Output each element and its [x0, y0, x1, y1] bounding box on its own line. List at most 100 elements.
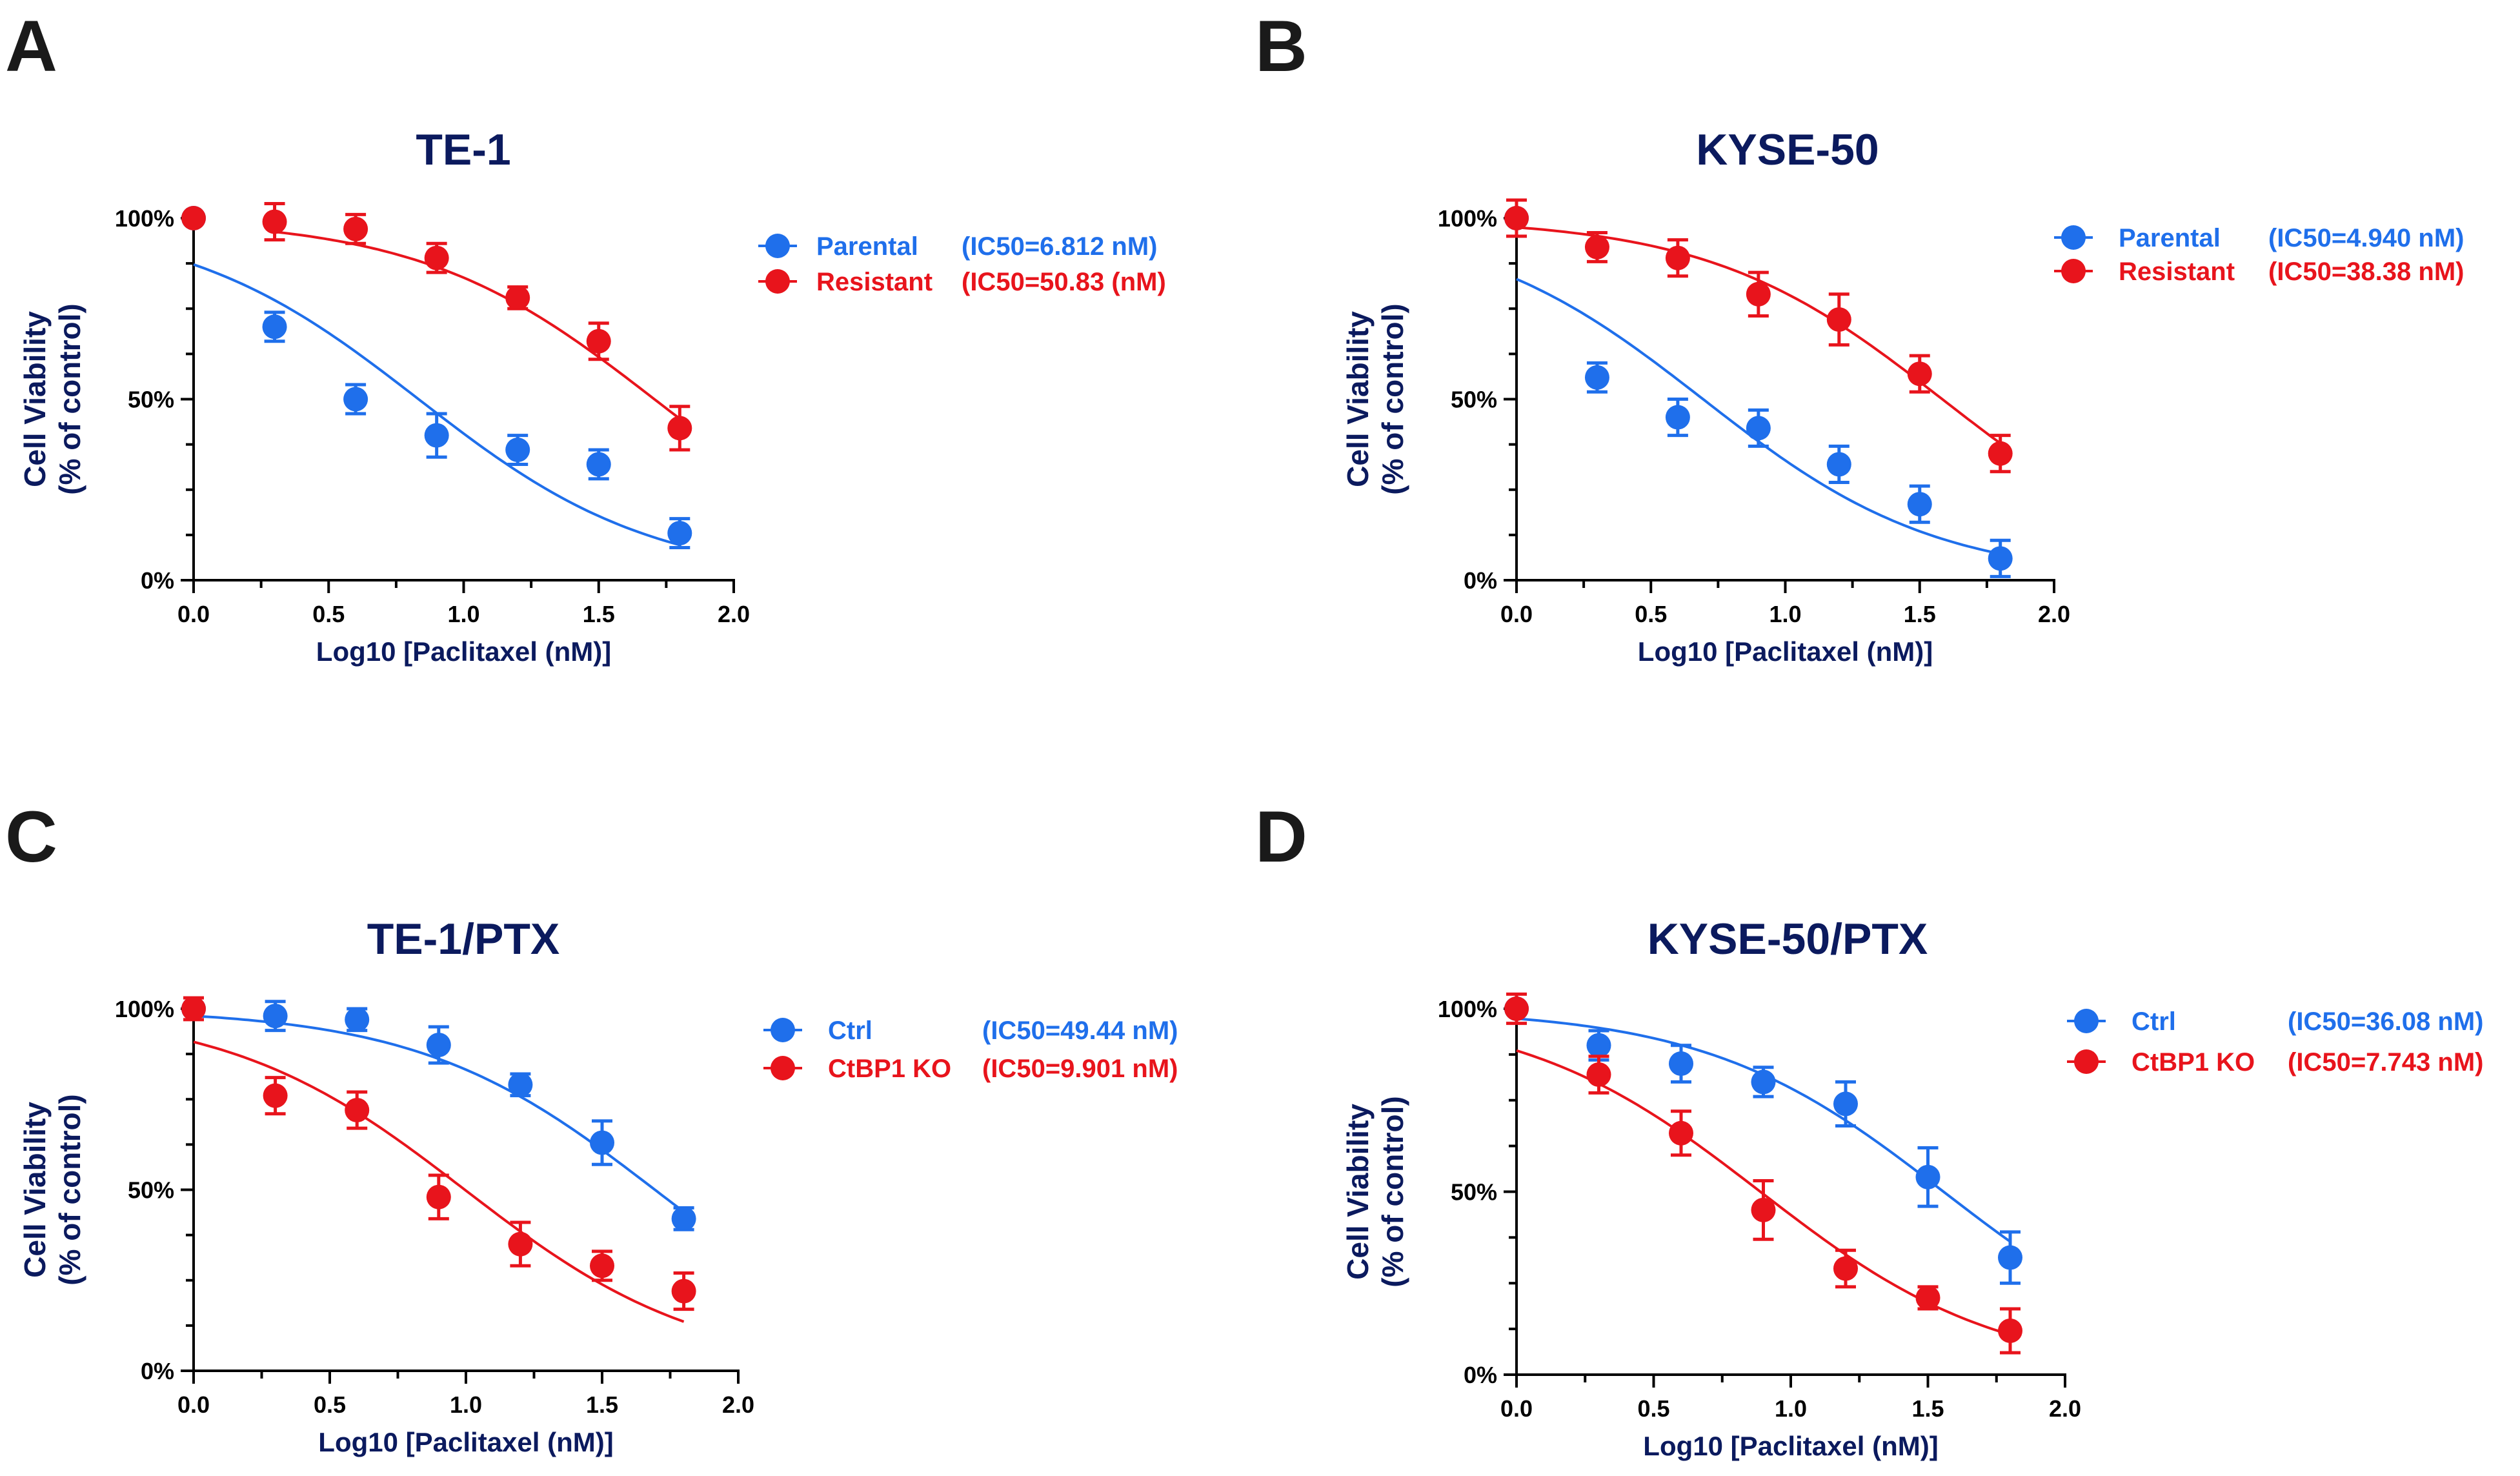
data-point	[424, 423, 449, 448]
legend-series-name: Parental	[816, 232, 918, 261]
chart-title: TE-1/PTX	[367, 915, 560, 964]
fit-curve	[193, 263, 680, 547]
data-point	[671, 1206, 696, 1231]
y-tick-label: 50%	[128, 1177, 174, 1204]
legend-ic50-label: (IC50=49.44 nM)	[982, 1016, 1178, 1045]
data-point	[505, 285, 530, 310]
legend-series-name: Parental	[2119, 224, 2221, 252]
y-tick-label: 0%	[1464, 567, 1497, 594]
data-point	[667, 416, 692, 441]
data-point	[1584, 234, 1609, 259]
data-point	[1907, 361, 1932, 387]
data-point	[508, 1231, 533, 1257]
data-point	[1833, 1091, 1858, 1117]
chart-title: KYSE-50	[1696, 125, 1879, 174]
data-point	[1988, 441, 2013, 466]
legend-entry: Ctrl (IC50=36.08 nM)	[2067, 1007, 2483, 1036]
y-axis-label-line2: (% of control)	[1376, 303, 1409, 494]
x-tick-label: 2.0	[718, 601, 750, 627]
y-tick-label: 100%	[115, 205, 174, 232]
y-tick-label: 0%	[1464, 1362, 1497, 1388]
data-point	[181, 206, 206, 230]
x-tick-label: 0.5	[312, 601, 345, 627]
legend-ic50-label: (IC50=50.83 (nM)	[962, 268, 1166, 296]
y-axis-label: Cell Viability(% of control)	[18, 303, 86, 494]
panel-label: D	[1255, 796, 1307, 877]
data-point	[1669, 1120, 1693, 1146]
data-point	[1998, 1245, 2022, 1270]
x-tick-label: 1.0	[1769, 601, 1801, 627]
y-axis-label-line1: Cell Viability	[1341, 311, 1375, 487]
data-point	[343, 216, 368, 241]
chart-title: TE-1	[416, 125, 510, 174]
data-point	[586, 452, 611, 477]
legend-marker	[2061, 259, 2086, 283]
x-tick-label: 1.5	[1911, 1395, 1944, 1422]
legend-series-name: Resistant	[816, 268, 932, 296]
x-axis-label: Log10 [Paclitaxel (nM)]	[1643, 1431, 1938, 1461]
series-ctbp1-ko	[181, 996, 696, 1323]
data-point	[1751, 1197, 1776, 1222]
data-point	[1907, 492, 1932, 517]
data-point	[586, 329, 611, 354]
data-point	[1586, 1062, 1611, 1087]
chart-title: KYSE-50/PTX	[1648, 915, 1928, 964]
data-point	[1504, 996, 1529, 1021]
data-point	[345, 1007, 370, 1032]
legend-entry: Resistant (IC50=50.83 (nM)	[758, 268, 1166, 296]
data-point	[1584, 365, 1609, 390]
x-tick-label: 1.5	[583, 601, 615, 627]
data-point	[1504, 206, 1529, 230]
x-tick-label: 0.5	[1637, 1395, 1669, 1422]
legend-marker	[765, 269, 790, 294]
x-tick-label: 1.0	[447, 601, 479, 627]
y-axis-label-line1: Cell Viability	[1341, 1104, 1375, 1280]
x-tick-label: 0.0	[177, 1391, 210, 1418]
legend-marker	[771, 1056, 795, 1080]
y-tick-label: 0%	[141, 567, 174, 594]
data-point	[263, 1004, 288, 1029]
data-point	[1751, 1069, 1776, 1095]
x-axis-label: Log10 [Paclitaxel (nM)]	[316, 636, 611, 667]
legend-marker	[771, 1018, 795, 1042]
data-point	[590, 1253, 614, 1279]
y-axis-label-line2: (% of control)	[53, 1094, 86, 1285]
legend-entry: CtBP1 KO (IC50=9.901 nM)	[763, 1055, 1178, 1083]
x-tick-label: 1.0	[1775, 1395, 1807, 1422]
legend-ic50-label: (IC50=4.940 nM)	[2268, 224, 2464, 252]
data-point	[1665, 245, 1690, 270]
data-point	[1669, 1051, 1693, 1077]
y-axis-label-line2: (% of control)	[1376, 1096, 1409, 1287]
data-point	[1915, 1164, 1940, 1189]
data-point	[1746, 416, 1771, 441]
legend-marker	[765, 234, 790, 258]
fit-curve	[193, 1040, 685, 1323]
x-tick-label: 0.0	[1500, 1395, 1533, 1422]
legend-ic50-label: (IC50=9.901 nM)	[982, 1055, 1178, 1083]
y-tick-label: 100%	[1438, 205, 1497, 232]
data-point	[262, 314, 287, 339]
y-tick-label: 100%	[1438, 996, 1497, 1022]
series-parental	[1504, 206, 2013, 578]
legend-marker	[2074, 1049, 2099, 1074]
fit-curve	[274, 230, 681, 420]
legend-series-name: CtBP1 KO	[2132, 1048, 2255, 1077]
y-axis-label-line2: (% of control)	[53, 303, 86, 494]
data-point	[1826, 452, 1851, 477]
legend-entry: Parental (IC50=6.812 nM)	[758, 232, 1157, 261]
chart-panel-b: B KYSE-50 0% 50% 100% 0.0 0.5 1.0 1.5 2.0 Log10 [P…	[1255, 6, 2464, 667]
legend-ic50-label: (IC50=36.08 nM)	[2288, 1007, 2483, 1036]
x-tick-label: 1.0	[450, 1391, 482, 1418]
x-tick-label: 1.5	[1904, 601, 1936, 627]
data-point	[508, 1072, 533, 1097]
legend-ic50-label: (IC50=38.38 nM)	[2268, 258, 2464, 286]
series-ctbp1-ko	[1504, 992, 2022, 1355]
data-point	[1586, 1033, 1611, 1058]
y-axis-label: Cell Viability(% of control)	[1341, 303, 1409, 494]
chart-panel-a: A TE-1 0% 50% 100% 0.0 0.5 1.0 1.5 2.0 Log10 [Pacl…	[5, 6, 1166, 667]
x-tick-label: 2.0	[2038, 601, 2070, 627]
legend-entry: Resistant (IC50=38.38 nM)	[2054, 258, 2464, 286]
data-point	[262, 209, 287, 234]
x-tick-label: 0.5	[1635, 601, 1667, 627]
